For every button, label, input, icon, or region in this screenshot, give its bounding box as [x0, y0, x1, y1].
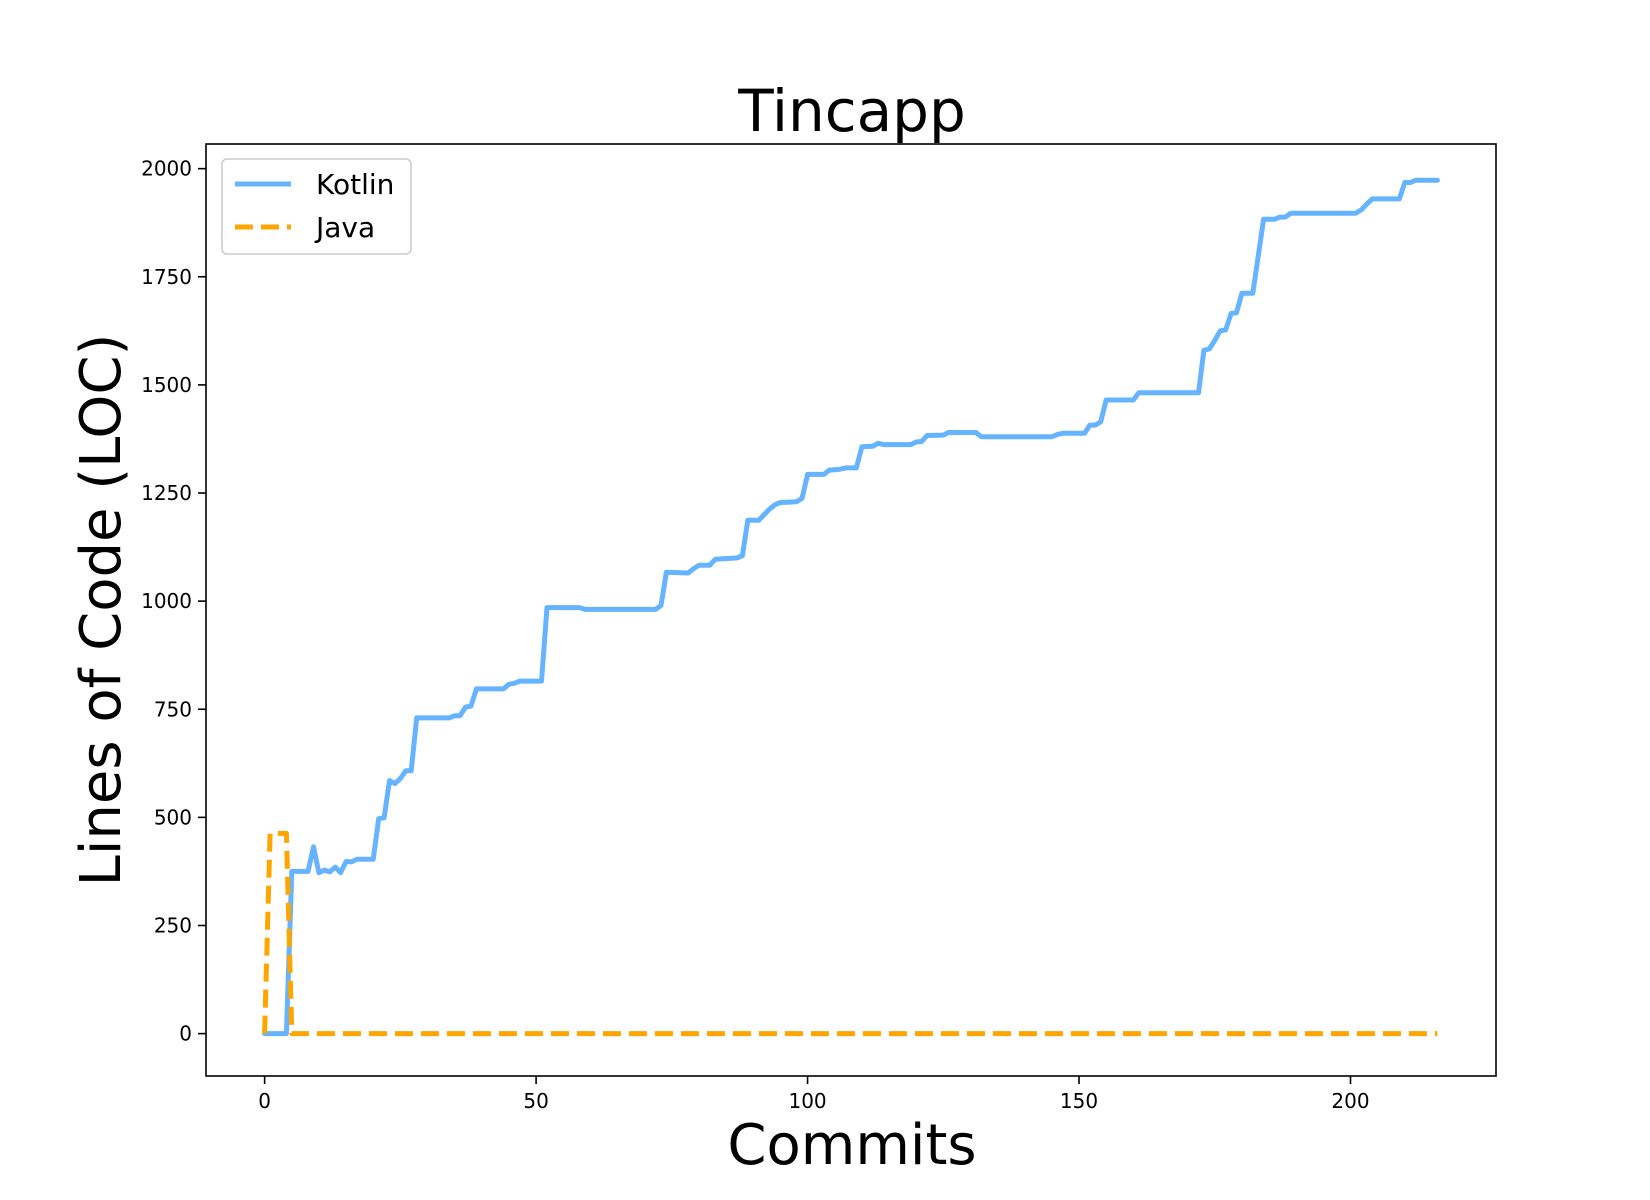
x-tick-label: 150 [1060, 1089, 1098, 1113]
y-axis-ticks: 0 250 500 750 1000 1250 1500 1750 2000 [141, 157, 206, 1046]
series-line-kotlin [262, 177, 1440, 1037]
plot-frame [205, 143, 1497, 1077]
x-tick-label: 50 [523, 1089, 548, 1113]
series-layer [262, 177, 1440, 1037]
legend: Kotlin Java [221, 158, 412, 255]
y-tick-label: 500 [154, 805, 192, 829]
y-tick-label: 2000 [141, 157, 192, 181]
legend-label-kotlin: Kotlin [316, 168, 394, 201]
x-tick-label: 0 [258, 1089, 271, 1113]
chart-title: Tincapp [737, 77, 966, 145]
x-axis-ticks: 0 50 100 150 200 [258, 1076, 1370, 1113]
y-tick-label: 0 [179, 1022, 192, 1046]
y-tick-label: 1000 [141, 589, 192, 613]
x-axis-label: Commits [727, 1113, 976, 1178]
x-tick-label: 200 [1331, 1089, 1369, 1113]
y-axis-label: Lines of Code (LOC) [69, 334, 134, 887]
plot-area: 0 50 100 150 200 0 250 500 750 1000 1250 1500 1750 2… [141, 143, 1497, 1113]
y-tick-label: 750 [154, 697, 192, 721]
x-tick-label: 100 [788, 1089, 826, 1113]
y-tick-label: 1500 [141, 373, 192, 397]
y-tick-label: 250 [154, 913, 192, 937]
y-tick-label: 1250 [141, 481, 192, 505]
legend-label-java: Java [314, 211, 375, 244]
y-tick-label: 1750 [141, 265, 192, 289]
series-line-java [262, 830, 1438, 1037]
